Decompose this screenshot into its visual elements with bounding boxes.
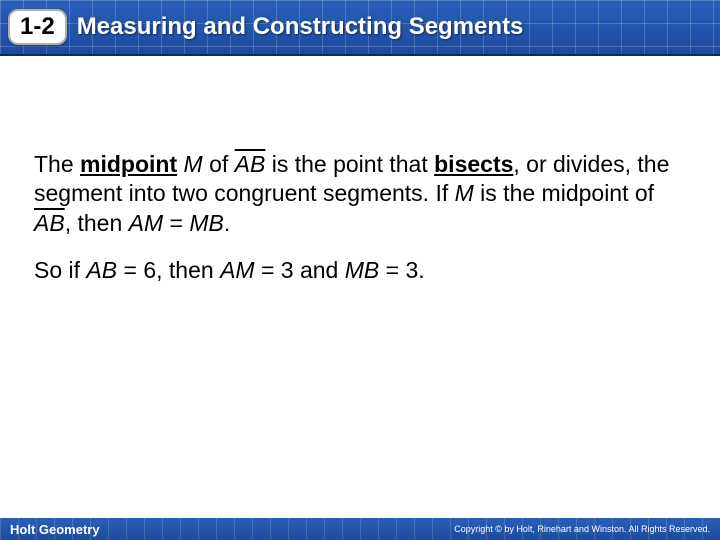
var-MB: MB bbox=[345, 257, 380, 283]
text: . bbox=[224, 210, 230, 236]
var-M: M bbox=[455, 180, 474, 206]
header-title: Measuring and Constructing Segments bbox=[77, 13, 524, 41]
text: , then bbox=[65, 210, 129, 236]
text: The bbox=[34, 151, 80, 177]
paragraph-1: The midpoint M of AB is the point that b… bbox=[34, 150, 686, 238]
var-MB: MB bbox=[189, 210, 224, 236]
slide-footer: Holt Geometry Copyright © by Holt, Rineh… bbox=[0, 518, 720, 540]
footer-copyright: Copyright © by Holt, Rinehart and Winsto… bbox=[454, 524, 710, 534]
var-M: M bbox=[184, 151, 203, 177]
text: = bbox=[163, 210, 189, 236]
segment-AB: AB bbox=[235, 151, 266, 177]
text: is the point that bbox=[265, 151, 434, 177]
footer-brand: Holt Geometry bbox=[10, 522, 100, 537]
var-AB: AB bbox=[86, 257, 117, 283]
segment-AB: AB bbox=[34, 210, 65, 236]
term-bisects: bisects bbox=[434, 151, 513, 177]
text: of bbox=[203, 151, 235, 177]
term-midpoint: midpoint bbox=[80, 151, 177, 177]
var-AM: AM bbox=[129, 210, 164, 236]
var-AM: AM bbox=[220, 257, 255, 283]
text: is the midpoint of bbox=[474, 180, 654, 206]
lesson-number: 1-2 bbox=[20, 13, 55, 40]
slide-header: 1-2 Measuring and Constructing Segments bbox=[0, 0, 720, 56]
slide-content: The midpoint M of AB is the point that b… bbox=[0, 56, 720, 286]
text: = 3 and bbox=[255, 257, 345, 283]
text: = 3. bbox=[379, 257, 424, 283]
paragraph-2: So if AB = 6, then AM = 3 and MB = 3. bbox=[34, 256, 686, 285]
lesson-number-badge: 1-2 bbox=[8, 9, 67, 45]
text: So if bbox=[34, 257, 86, 283]
text: = 6, then bbox=[117, 257, 220, 283]
